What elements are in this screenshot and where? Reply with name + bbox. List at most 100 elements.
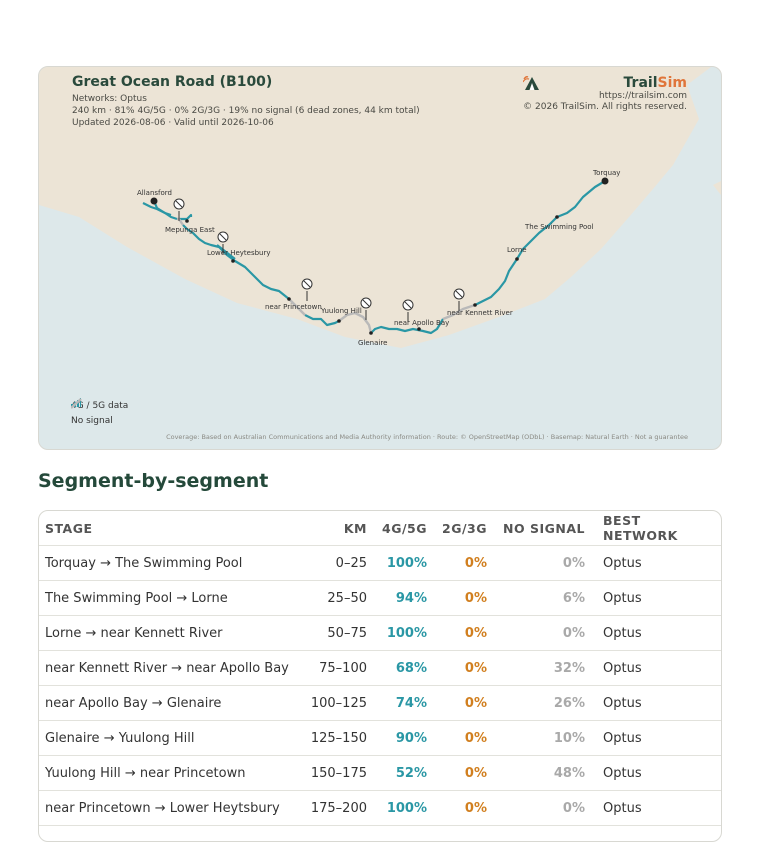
glenaire-dot: [369, 331, 373, 335]
brand-copyright: © 2026 TrailSim. All rights reserved.: [523, 102, 687, 112]
cell-network: Optus: [591, 685, 721, 721]
cell-km: 25–50: [301, 580, 373, 616]
cell-km: 100–125: [301, 685, 373, 721]
route-nosignal-3: [338, 311, 356, 322]
map-title: Great Ocean Road (B100): [72, 74, 273, 90]
torquay-marker: [601, 177, 609, 185]
cell-legacy: 0%: [433, 685, 493, 721]
map-stats-line: 240 km · 81% 4G/5G · 0% 2G/3G · 19% no s…: [72, 106, 420, 116]
brand-block: TrailSim https://trailsim.com © 2026 Tra…: [523, 75, 687, 113]
cell-network: Optus: [591, 650, 721, 686]
dead-zone-marker-6: [453, 288, 465, 311]
map-networks-line: Networks: Optus: [72, 94, 147, 104]
cell-nosignal: 32%: [493, 650, 591, 686]
map-attribution: Coverage: Based on Australian Communicat…: [166, 433, 688, 441]
cell-legacy: 0%: [433, 755, 493, 791]
town-label-yuulong: Yuulong Hill: [320, 307, 362, 315]
brand-logo: TrailSim: [523, 75, 687, 91]
route-data-4: [182, 224, 290, 300]
table-row: near Kennett River → near Apollo Bay 75–…: [39, 650, 721, 686]
cell-nosignal: 48%: [493, 755, 591, 791]
cell-nosignal: 0%: [493, 545, 591, 581]
header-legacy: 2G/3G: [433, 511, 493, 546]
map-legend: 4G / 5G data No signal: [71, 398, 128, 428]
cell-stage: near Apollo Bay → Glenaire: [39, 685, 301, 721]
dead-zone-marker-2: [217, 231, 229, 254]
legend-label-data: 4G / 5G data: [71, 400, 129, 411]
table-row: Lorne → near Kennett River 50–75 100% 0%…: [39, 615, 721, 651]
cell-network: Optus: [591, 720, 721, 756]
brand-name: TrailSim: [624, 75, 687, 91]
coverage-map: Allansford Mepunga East Lower Heytesbury…: [38, 66, 722, 450]
header-stage: STAGE: [39, 511, 301, 546]
cell-network: Optus: [591, 580, 721, 616]
cell-network: Optus: [591, 545, 721, 581]
apollo-dot: [417, 327, 421, 331]
town-label-near-princetown: near Princetown: [265, 303, 322, 311]
town-label-allansford: Allansford: [137, 189, 172, 197]
table-row: The Swimming Pool → Lorne 25–50 94% 0% 6…: [39, 580, 721, 616]
cell-nosignal: 10%: [493, 720, 591, 756]
dead-zone-marker-3: [301, 278, 313, 301]
cell-stage: Glenaire → Yuulong Hill: [39, 720, 301, 756]
cell-stage: Torquay → The Swimming Pool: [39, 545, 301, 581]
no-signal-line-icon: [71, 398, 82, 409]
legend-item-nosignal: No signal: [71, 398, 128, 428]
header-data: 4G/5G: [373, 511, 433, 546]
brand-url[interactable]: https://trailsim.com: [598, 91, 687, 101]
cell-legacy: 0%: [433, 790, 493, 826]
cell-km: 50–75: [301, 615, 373, 651]
cell-legacy: 0%: [433, 545, 493, 581]
header-network: BEST NETWORK: [591, 511, 721, 546]
section-title: Segment-by-segment: [38, 470, 269, 492]
legend-label-nosignal: No signal: [71, 415, 113, 426]
route-data-8: [152, 200, 172, 217]
cell-data: 100%: [373, 545, 433, 581]
lorne-dot: [515, 257, 519, 261]
route-nosignal-4: [288, 298, 306, 316]
kennett-dot: [473, 303, 477, 307]
route-data-7: [216, 244, 236, 260]
route-nosignal-2: [354, 311, 373, 334]
mepunga-dot: [185, 219, 189, 223]
cell-data: 100%: [373, 790, 433, 826]
cell-data: 90%: [373, 720, 433, 756]
cell-legacy: 0%: [433, 580, 493, 616]
cell-nosignal: 26%: [493, 685, 591, 721]
table-row: Glenaire → Yuulong Hill 125–150 90% 0% 1…: [39, 720, 721, 756]
header-km: KM: [301, 511, 373, 546]
swimming-pool-dot: [555, 215, 559, 219]
cell-km: 150–175: [301, 755, 373, 791]
map-updated-line: Updated 2026-08-06 · Valid until 2026-10…: [72, 118, 274, 128]
dead-zone-marker-5: [402, 299, 414, 322]
segment-table-card: STAGE KM 4G/5G 2G/3G NO SIGNAL BEST NETW…: [38, 510, 722, 842]
table-row: Torquay → The Swimming Pool 0–25 100% 0%…: [39, 545, 721, 581]
town-label-swimming-pool: The Swimming Pool: [524, 223, 594, 231]
cell-network: Optus: [591, 615, 721, 651]
cell-data: 100%: [373, 615, 433, 651]
map-canvas: Allansford Mepunga East Lower Heytesbury…: [39, 67, 721, 348]
header-nosignal: NO SIGNAL: [493, 511, 591, 546]
cell-legacy: 0%: [433, 615, 493, 651]
cell-stage: near Princetown → Lower Heytsbury: [39, 790, 301, 826]
cell-km: 175–200: [301, 790, 373, 826]
route-data-1: [474, 180, 606, 306]
cell-legacy: 0%: [433, 650, 493, 686]
land-area-east: [713, 181, 721, 195]
brand-name-sim: Sim: [657, 75, 687, 91]
town-label-lower-heytesbury: Lower Heytesbury: [207, 249, 271, 257]
town-label-near-apollo: near Apollo Bay: [394, 319, 449, 327]
brand-name-trail: Trail: [623, 75, 658, 91]
cell-stage: near Kennett River → near Apollo Bay: [39, 650, 301, 686]
cell-data: 74%: [373, 685, 433, 721]
princetown-dot: [287, 297, 291, 301]
cell-km: 125–150: [301, 720, 373, 756]
table-row: near Princetown → Lower Heytsbury 175–20…: [39, 790, 721, 826]
cell-km: 75–100: [301, 650, 373, 686]
cell-network: Optus: [591, 755, 721, 791]
cell-legacy: 0%: [433, 720, 493, 756]
route-data-2: [370, 318, 444, 335]
cell-data: 94%: [373, 580, 433, 616]
cell-data: 52%: [373, 755, 433, 791]
cell-stage: The Swimming Pool → Lorne: [39, 580, 301, 616]
